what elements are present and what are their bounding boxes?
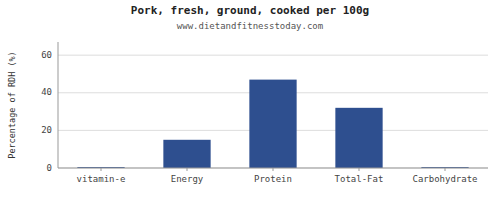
y-tick-label: 60 bbox=[41, 50, 52, 60]
bars bbox=[77, 80, 468, 168]
chart-svg: Pork, fresh, ground, cooked per 100g www.… bbox=[0, 0, 500, 200]
x-tick-label: Energy bbox=[171, 174, 204, 184]
x-tick bbox=[359, 168, 360, 171]
title: Pork, fresh, ground, cooked per 100g bbox=[131, 4, 369, 17]
x-tick-label: Carbohydrate bbox=[412, 174, 477, 184]
grid-line bbox=[58, 55, 488, 56]
x-tick-label: Protein bbox=[254, 174, 292, 184]
y-tick-label: 0 bbox=[47, 163, 52, 173]
subtitle: www.dietandfitnesstoday.com bbox=[177, 21, 323, 31]
x-tick bbox=[101, 168, 102, 171]
chart-container: Pork, fresh, ground, cooked per 100g www.… bbox=[0, 0, 500, 200]
y-tick-label: 20 bbox=[41, 125, 52, 135]
bar bbox=[163, 140, 210, 168]
bar bbox=[249, 80, 296, 168]
y-tick-label: 40 bbox=[41, 87, 52, 97]
y-axis-label: Percentage of RDH (%) bbox=[7, 51, 17, 158]
x-tick bbox=[273, 168, 274, 171]
x-tick bbox=[187, 168, 188, 171]
y-axis-line bbox=[58, 42, 59, 168]
bar bbox=[335, 108, 382, 168]
x-tick-label: Total-Fat bbox=[335, 174, 384, 184]
x-tick-label: vitamin-e bbox=[77, 174, 126, 184]
grid bbox=[58, 55, 488, 168]
x-tick bbox=[445, 168, 446, 171]
